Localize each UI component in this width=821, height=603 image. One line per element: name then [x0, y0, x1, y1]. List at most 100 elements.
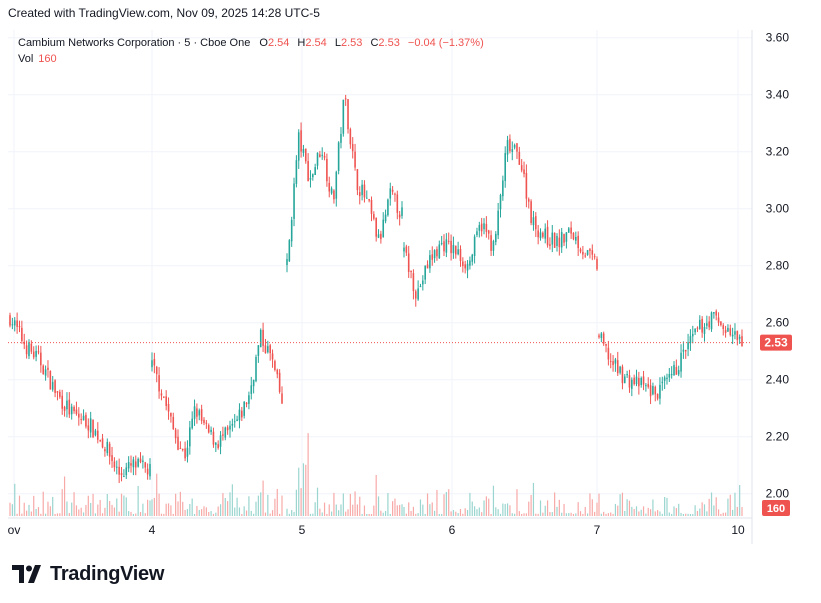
- candle: [480, 217, 483, 237]
- volume-bar: [610, 512, 612, 516]
- candle-body: [358, 192, 361, 197]
- y-tick-label: 3.40: [766, 88, 790, 102]
- volume-bar: [368, 513, 370, 516]
- volume-bar: [307, 433, 309, 516]
- candle-body: [255, 356, 257, 382]
- candle-body: [450, 240, 452, 254]
- candle: [616, 351, 619, 376]
- candle-body: [163, 396, 165, 398]
- volume-bar: [189, 504, 191, 516]
- volume-bar: [40, 513, 42, 516]
- volume-bar: [352, 504, 354, 516]
- volume-bar: [549, 512, 551, 516]
- volume-bar: [624, 510, 626, 516]
- volume-bar: [492, 485, 495, 516]
- candle-body: [490, 235, 492, 251]
- candle-body: [363, 184, 366, 198]
- volume-bar: [298, 467, 300, 516]
- candle: [490, 230, 492, 256]
- candle-body: [314, 167, 316, 175]
- candle: [94, 428, 97, 437]
- candle-body: [654, 386, 657, 395]
- volume-bar: [668, 512, 670, 516]
- candle-body: [734, 331, 736, 335]
- candle-body: [673, 364, 675, 376]
- candle-body: [73, 406, 75, 412]
- candle-body: [487, 230, 490, 234]
- candle-body: [288, 240, 291, 262]
- candle: [226, 425, 229, 435]
- volume-bar: [631, 506, 633, 516]
- candle: [349, 127, 352, 149]
- volume-bar: [640, 509, 642, 516]
- candle-body: [380, 233, 382, 240]
- volume-bar: [696, 510, 699, 516]
- candle-body: [349, 129, 352, 145]
- candle-body: [462, 261, 464, 267]
- candle-body: [99, 440, 101, 442]
- candle-body: [598, 335, 600, 338]
- candle-body: [593, 256, 596, 258]
- volume-bar: [481, 512, 483, 516]
- candle-body: [542, 232, 544, 237]
- candle: [605, 343, 607, 353]
- candle-body: [684, 349, 687, 352]
- volume-bar: [144, 513, 146, 516]
- candle: [701, 316, 703, 338]
- candle: [586, 249, 589, 256]
- candle: [689, 329, 692, 351]
- volume-bar: [584, 506, 586, 516]
- candle: [638, 371, 640, 395]
- candle-body: [333, 190, 335, 200]
- candle: [720, 321, 722, 327]
- candle: [682, 341, 685, 359]
- candle-body: [466, 263, 469, 271]
- candle: [504, 146, 507, 188]
- candle-body: [290, 219, 293, 242]
- volume-bar: [42, 491, 44, 516]
- candle: [614, 357, 617, 372]
- candle-body: [391, 189, 394, 192]
- candle: [271, 349, 274, 368]
- candle-body: [457, 249, 459, 255]
- candle-body: [384, 214, 387, 222]
- y-tick-label: 2.60: [766, 316, 790, 330]
- candle: [238, 403, 241, 429]
- candle-body: [563, 234, 565, 243]
- candle-body: [596, 258, 598, 270]
- candle-body: [436, 249, 438, 257]
- candle-body: [104, 449, 106, 452]
- legend-open-label: O: [259, 37, 268, 49]
- candle: [419, 283, 422, 288]
- volume-bar: [231, 484, 233, 516]
- volume-bar: [682, 513, 684, 516]
- candle-body: [203, 419, 205, 424]
- candle-body: [614, 359, 617, 364]
- candle: [40, 345, 42, 373]
- volume-bar: [151, 499, 153, 516]
- candle-body: [200, 409, 203, 421]
- candle: [499, 193, 502, 218]
- candle: [454, 245, 457, 259]
- candle: [233, 414, 236, 428]
- candle-body: [312, 174, 314, 178]
- candle-body: [368, 199, 370, 201]
- candle-body: [419, 286, 422, 288]
- candle: [424, 265, 426, 285]
- candle: [151, 352, 153, 372]
- candle: [149, 458, 151, 480]
- volume-bar: [598, 493, 600, 516]
- candle: [375, 217, 377, 242]
- candle: [466, 260, 469, 279]
- candle-body: [708, 321, 710, 328]
- candle-body: [125, 467, 128, 476]
- candle-body: [710, 312, 713, 330]
- candle: [66, 392, 68, 418]
- volume-bar: [75, 505, 78, 516]
- price-chart[interactable]: 3.60 3.40 3.20 3.00 2.80 2.60 2.40 2.20 2.00 ov 4…: [0, 30, 821, 544]
- candle-body: [713, 312, 715, 314]
- candle: [181, 448, 184, 452]
- candle-body: [677, 370, 680, 375]
- candle: [297, 129, 300, 169]
- volume-bar: [563, 503, 565, 516]
